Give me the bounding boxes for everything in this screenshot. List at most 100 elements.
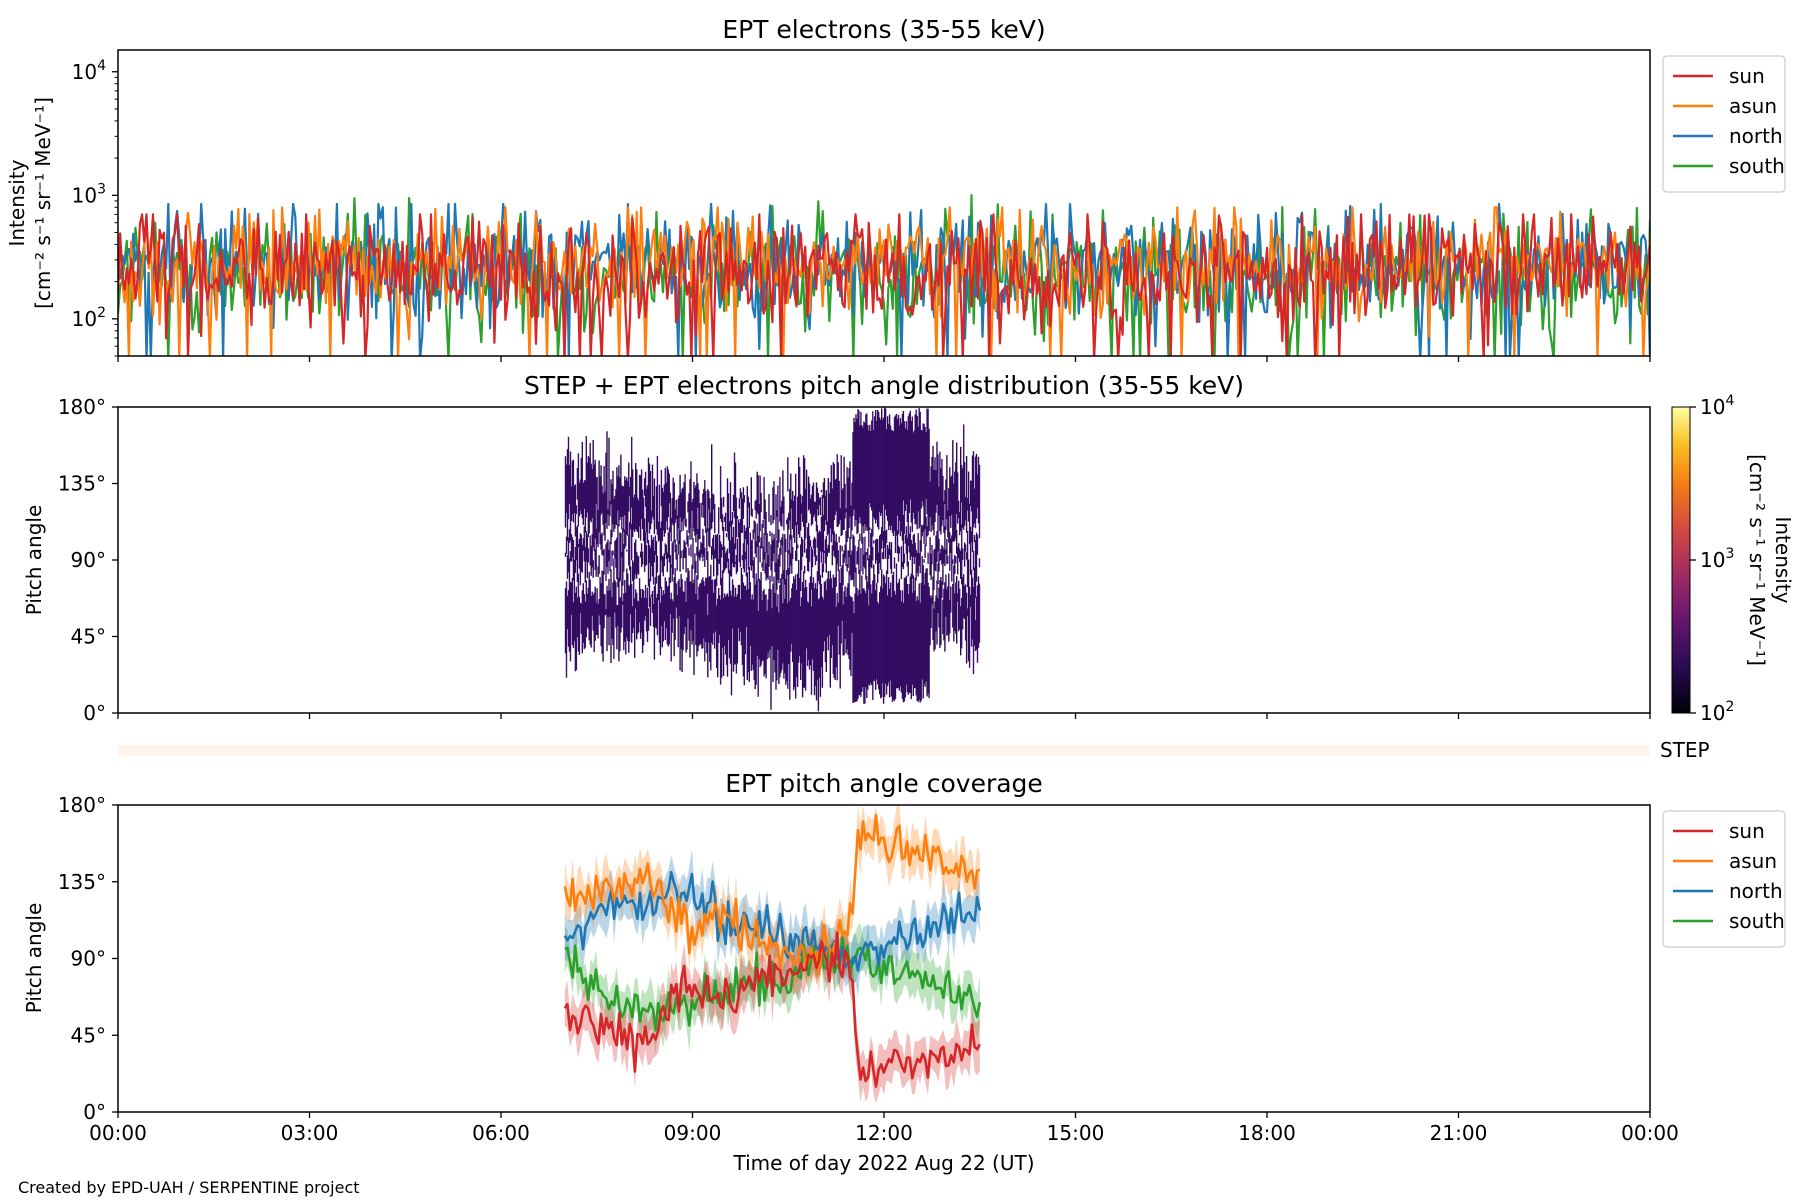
pad-cell: [566, 555, 569, 579]
pad-cell: [811, 549, 814, 568]
pad-cell: [970, 569, 973, 647]
pad-cell: [593, 464, 595, 552]
pad-cell: [963, 574, 965, 618]
pad-cell: [813, 501, 816, 515]
pad-cell: [901, 413, 904, 541]
pad-cell: [756, 580, 758, 656]
pad-cell: [647, 457, 650, 523]
pad-cell: [662, 491, 664, 531]
pad-cell: [592, 560, 594, 578]
legend-box: [1662, 55, 1786, 193]
pad-cell: [836, 454, 838, 527]
pad-cell: [646, 587, 649, 642]
coverage-band-sun: [564, 913, 980, 1104]
pad-cell: [665, 581, 667, 629]
pad-cell: [888, 541, 891, 555]
legend-label-south: south: [1729, 154, 1785, 178]
pad-cell: [868, 430, 870, 548]
pad-cell: [577, 453, 580, 527]
pad-cell: [629, 522, 631, 571]
pad-cell: [976, 585, 979, 663]
pad-cell: [591, 591, 593, 616]
pad-cell: [722, 527, 725, 574]
pad-cell: [766, 610, 768, 660]
pad-cell: [584, 601, 586, 648]
pad-cell: [862, 427, 864, 527]
pad-cell: [972, 587, 975, 675]
pad-cell: [952, 440, 954, 542]
pad-cell: [623, 593, 625, 651]
pad-cell: [949, 467, 951, 516]
pad-cell: [676, 554, 678, 571]
pad-cell: [929, 537, 931, 576]
pad-cell: [672, 601, 674, 619]
pad-cell: [728, 521, 731, 554]
pad-cell: [660, 586, 663, 627]
pad-cell: [855, 567, 857, 702]
pad-cell: [939, 451, 941, 532]
pad-cell: [950, 586, 952, 613]
pad-cell: [901, 561, 904, 567]
pad-cell: [631, 436, 633, 508]
pad-cell: [566, 449, 569, 541]
pad-cell: [834, 479, 836, 516]
pad-cell: [619, 477, 621, 520]
series-line-sun: [118, 213, 1650, 356]
pad-cell: [775, 562, 777, 690]
pad-cell: [705, 577, 707, 643]
pad-cell: [777, 594, 779, 650]
pad-cell: [754, 521, 756, 554]
pad-cell: [837, 602, 839, 626]
pad-cell: [668, 577, 670, 645]
pad-cell: [581, 544, 583, 573]
pad-cell: [879, 592, 881, 695]
pad-cell: [956, 442, 958, 515]
pad-cell: [780, 578, 782, 673]
pad-cell: [946, 589, 948, 636]
pad-cell: [617, 524, 619, 588]
pad-cell: [820, 516, 823, 563]
pad-cell: [890, 430, 893, 526]
pad-cell: [872, 411, 874, 537]
pad-cell: [975, 453, 978, 519]
pad-cell: [754, 584, 756, 689]
pad-cell: [974, 620, 977, 651]
pad-cell: [597, 603, 599, 639]
pad-cell: [864, 422, 866, 525]
pad-cell: [695, 560, 697, 574]
pad-cell: [720, 497, 723, 523]
pad-cell: [758, 578, 760, 660]
pad-cell: [903, 577, 906, 702]
pad-cell: [867, 581, 869, 690]
pad-cell: [652, 496, 655, 520]
pad-cell: [568, 529, 571, 544]
pad-cell: [896, 530, 899, 554]
pad-cell: [966, 608, 969, 617]
pad-cell: [845, 531, 847, 567]
pad-cell: [567, 537, 570, 573]
pad-cell: [831, 587, 833, 646]
pad-cell: [649, 547, 652, 582]
pad-cell: [947, 556, 949, 564]
pad-cell: [679, 530, 681, 572]
pad-cell: [697, 529, 699, 580]
pad-cell: [743, 525, 745, 573]
pad-cell: [918, 553, 920, 566]
pad-cell: [942, 546, 944, 585]
pad-cell: [754, 501, 756, 511]
pad-cell: [760, 537, 762, 549]
pad-cell: [842, 488, 844, 530]
pad-cell: [694, 487, 696, 536]
pad-cell: [585, 436, 587, 518]
pad-cell: [824, 495, 827, 520]
pad-cell: [620, 533, 622, 581]
pad-cell: [942, 475, 944, 521]
pad-cell: [660, 469, 663, 507]
pad-cell: [587, 587, 589, 629]
pad-cell: [595, 476, 597, 504]
pad-cell: [724, 512, 727, 531]
pad-cell: [906, 538, 908, 567]
pad-cell: [675, 499, 677, 520]
pad-cell: [913, 430, 915, 519]
pad-cell: [914, 414, 916, 525]
